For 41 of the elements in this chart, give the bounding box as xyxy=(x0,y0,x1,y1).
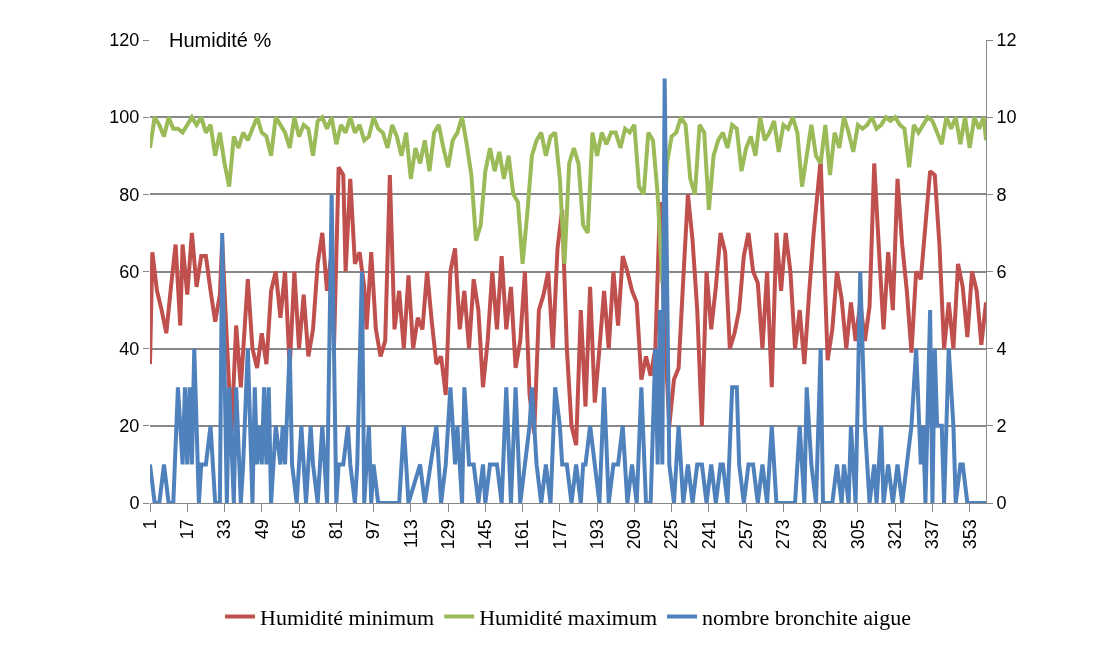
x-tick-label: 193 xyxy=(586,519,607,550)
x-tick-label: 113 xyxy=(400,519,421,548)
x-tick-label: 177 xyxy=(549,519,570,550)
x-tick-label: 1 xyxy=(139,519,160,530)
x-tick-label: 49 xyxy=(251,519,272,540)
x-tick-label: 337 xyxy=(922,519,943,550)
x-tick-label: 145 xyxy=(475,519,496,550)
x-tick-label: 353 xyxy=(959,519,980,550)
y2-tick-label: 8 xyxy=(996,184,1007,205)
x-tick-label: 209 xyxy=(624,519,645,550)
x-tick-label: 33 xyxy=(214,519,235,540)
x-tick-label: 321 xyxy=(885,519,906,550)
y2-tick-label: 2 xyxy=(996,416,1007,437)
x-tick-label: 273 xyxy=(773,519,794,550)
x-tick-label: 97 xyxy=(363,519,384,540)
y2-tick-label: 4 xyxy=(996,338,1007,359)
y-tick-label: 120 xyxy=(109,30,140,51)
y2-tick-label: 6 xyxy=(996,261,1007,282)
x-tick-label: 289 xyxy=(810,519,831,550)
x-tick-label: 305 xyxy=(847,519,868,550)
y-tick-label: 0 xyxy=(129,493,140,514)
x-tick-label: 129 xyxy=(437,519,458,550)
x-tick-label: 241 xyxy=(698,519,719,550)
y-tick-label: 40 xyxy=(119,338,140,359)
y2-tick-label: 0 xyxy=(996,493,1007,514)
legend-label: nombre bronchite aigue xyxy=(702,604,911,630)
y2-tick-label: 12 xyxy=(996,30,1017,51)
y2-tick-label: 10 xyxy=(996,107,1017,128)
x-tick-label: 257 xyxy=(735,519,756,550)
x-tick-label: 65 xyxy=(288,519,309,540)
y-tick-label: 80 xyxy=(119,184,140,205)
y-tick-label: 60 xyxy=(119,261,140,282)
x-tick-label: 81 xyxy=(326,519,347,540)
x-tick-label: 161 xyxy=(512,519,533,550)
legend-label: Humidité minimum xyxy=(260,604,435,630)
y-tick-label: 100 xyxy=(109,107,140,128)
legend-label: Humidité maximum xyxy=(479,604,657,630)
y-tick-label: 20 xyxy=(119,416,140,437)
x-tick-label: 225 xyxy=(661,519,682,550)
y-axis-title: Humidité % xyxy=(169,29,272,51)
x-tick-label: 17 xyxy=(177,519,198,540)
